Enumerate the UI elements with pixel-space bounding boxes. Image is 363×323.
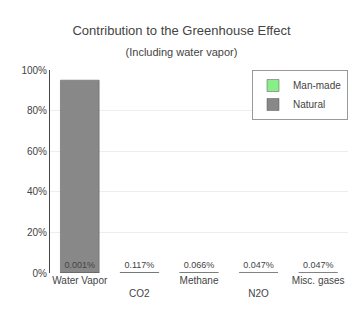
svg-text:Misc. gases: Misc. gases xyxy=(292,275,345,286)
svg-text:Methane: Methane xyxy=(180,275,219,286)
svg-text:80%: 80% xyxy=(27,105,47,116)
svg-text:N2O: N2O xyxy=(248,288,269,299)
svg-text:0.066%: 0.066% xyxy=(184,260,215,270)
svg-text:Contribution to the Greenhouse: Contribution to the Greenhouse Effect xyxy=(72,23,290,38)
svg-text:CO2: CO2 xyxy=(129,288,150,299)
svg-text:40%: 40% xyxy=(27,186,47,197)
svg-text:20%: 20% xyxy=(27,227,47,238)
svg-text:Natural: Natural xyxy=(293,99,325,110)
svg-text:0.047%: 0.047% xyxy=(303,260,334,270)
svg-text:0.117%: 0.117% xyxy=(124,260,154,270)
svg-text:Water Vapor: Water Vapor xyxy=(52,275,108,286)
svg-text:Man-made: Man-made xyxy=(293,80,341,91)
svg-text:0%: 0% xyxy=(33,268,48,279)
svg-text:(Including water vapor): (Including water vapor) xyxy=(126,46,238,58)
svg-text:0.047%: 0.047% xyxy=(243,260,274,270)
svg-text:60%: 60% xyxy=(27,146,47,157)
svg-text:0.001%: 0.001% xyxy=(65,260,96,270)
svg-text:100%: 100% xyxy=(21,65,47,76)
